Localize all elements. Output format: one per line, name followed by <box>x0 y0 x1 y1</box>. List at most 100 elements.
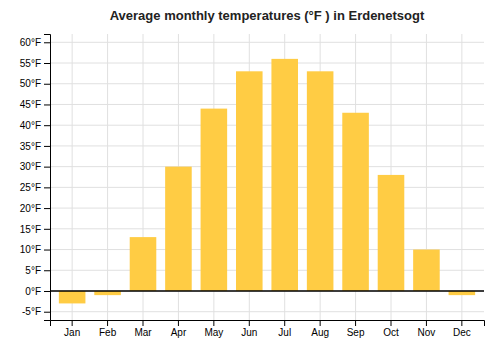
y-tick: 15°F <box>20 224 50 235</box>
x-tick-label: Jun <box>241 327 257 338</box>
bar <box>413 250 440 291</box>
x-tick-mark <box>461 320 462 326</box>
x-tick-mark <box>320 320 321 326</box>
x-tick: Sep <box>347 320 365 338</box>
y-tick-label: 15°F <box>20 224 41 235</box>
x-tick: Oct <box>383 320 399 338</box>
x-tick-mark <box>107 320 108 326</box>
y-grid-line <box>50 83 484 84</box>
x-grid-line <box>107 34 108 320</box>
x-tick: Aug <box>311 320 329 338</box>
y-tick: 0°F <box>25 286 50 297</box>
y-tick-mark <box>44 125 50 126</box>
bar <box>130 237 157 291</box>
x-tick: Jun <box>241 320 257 338</box>
y-tick-mark <box>44 250 50 251</box>
y-tick: 35°F <box>20 141 50 152</box>
y-grid-line <box>50 311 484 312</box>
bar <box>236 71 263 291</box>
y-grid-line <box>50 228 484 229</box>
y-tick-label: 45°F <box>20 99 41 110</box>
y-tick: 20°F <box>20 203 50 214</box>
y-tick: 50°F <box>20 78 50 89</box>
y-grid-line <box>50 145 484 146</box>
y-tick-label: 5°F <box>25 265 41 276</box>
x-tick-label: Jul <box>278 327 291 338</box>
y-tick: -5°F <box>22 306 50 317</box>
y-tick-mark <box>44 146 50 147</box>
y-tick: 25°F <box>20 182 50 193</box>
x-tick-mark <box>355 320 356 326</box>
y-tick: 10°F <box>20 244 50 255</box>
zero-line <box>50 290 484 292</box>
y-tick-label: 55°F <box>20 58 41 69</box>
x-grid-line <box>72 34 73 320</box>
y-tick: 45°F <box>20 99 50 110</box>
y-grid-line <box>50 63 484 64</box>
y-tick: 60°F <box>20 37 50 48</box>
x-tick-label: Sep <box>347 327 365 338</box>
y-tick-label: 40°F <box>20 120 41 131</box>
y-grid-line <box>50 42 484 43</box>
x-tick-mark <box>284 320 285 326</box>
x-tick-label: Dec <box>453 327 471 338</box>
y-tick-label: 10°F <box>20 244 41 255</box>
x-tick-label: Aug <box>311 327 329 338</box>
x-tick-label: May <box>204 327 223 338</box>
x-tick: Jan <box>64 320 80 338</box>
y-grid-line <box>50 290 484 291</box>
bar <box>271 59 298 291</box>
y-axis-line <box>44 35 51 321</box>
y-tick: 30°F <box>20 161 50 172</box>
x-tick-mark <box>213 320 214 326</box>
y-tick-label: 50°F <box>20 78 41 89</box>
y-tick-mark <box>44 229 50 230</box>
y-tick-label: -5°F <box>22 306 41 317</box>
y-tick: 5°F <box>25 265 50 276</box>
y-tick-mark <box>44 42 50 43</box>
bar <box>307 71 334 291</box>
x-tick-mark <box>391 320 392 326</box>
grid <box>50 34 484 320</box>
bar <box>59 291 86 303</box>
x-tick-mark <box>249 320 250 326</box>
x-tick-mark <box>72 320 73 326</box>
x-tick: Nov <box>418 320 436 338</box>
x-grid-line <box>461 34 462 320</box>
x-tick: Jul <box>278 320 291 338</box>
x-tick: Mar <box>134 320 152 338</box>
y-grid-line <box>50 187 484 188</box>
y-tick-mark <box>44 84 50 85</box>
bar <box>342 113 369 291</box>
y-tick-mark <box>44 208 50 209</box>
x-tick-label: Apr <box>171 327 187 338</box>
y-tick-label: 35°F <box>20 141 41 152</box>
y-grid-line <box>50 125 484 126</box>
x-tick-label: Feb <box>99 327 117 338</box>
x-tick-label: Mar <box>134 327 152 338</box>
y-tick-mark <box>44 312 50 313</box>
title: Average monthly temperatures (°F ) in Er… <box>110 8 425 23</box>
x-tick: May <box>204 320 223 338</box>
y-tick: 40°F <box>20 120 50 131</box>
chart: -5°F 0°F 5°F 10°F 15°F 20°F 25°F 30°F 35°F 40°F 45… <box>0 0 500 350</box>
bar <box>378 175 405 291</box>
y-tick-label: 20°F <box>20 203 41 214</box>
y-grid-line <box>50 104 484 105</box>
x-tick-mark <box>426 320 427 326</box>
y-tick-label: 25°F <box>20 182 41 193</box>
bar <box>165 167 192 291</box>
y-tick-label: 30°F <box>20 161 41 172</box>
y-tick-mark <box>44 291 50 292</box>
y-tick-mark <box>44 167 50 168</box>
plot: -5°F 0°F 5°F 10°F 15°F 20°F 25°F 30°F 35°F 40°F 45… <box>20 34 485 338</box>
y-tick-mark <box>44 104 50 105</box>
y-tick-mark <box>44 270 50 271</box>
y-grid-line <box>50 208 484 209</box>
x-axis-line <box>51 321 485 327</box>
x-tick: Dec <box>453 320 471 338</box>
y-axis: -5°F 0°F 5°F 10°F 15°F 20°F 25°F 30°F 35°F 40°F 45… <box>20 35 51 321</box>
bar <box>201 109 228 291</box>
x-axis: Jan Feb Mar Apr May Jun Jul Aug Sep Oct Nov Dec <box>51 320 485 338</box>
y-tick: 55°F <box>20 58 50 69</box>
